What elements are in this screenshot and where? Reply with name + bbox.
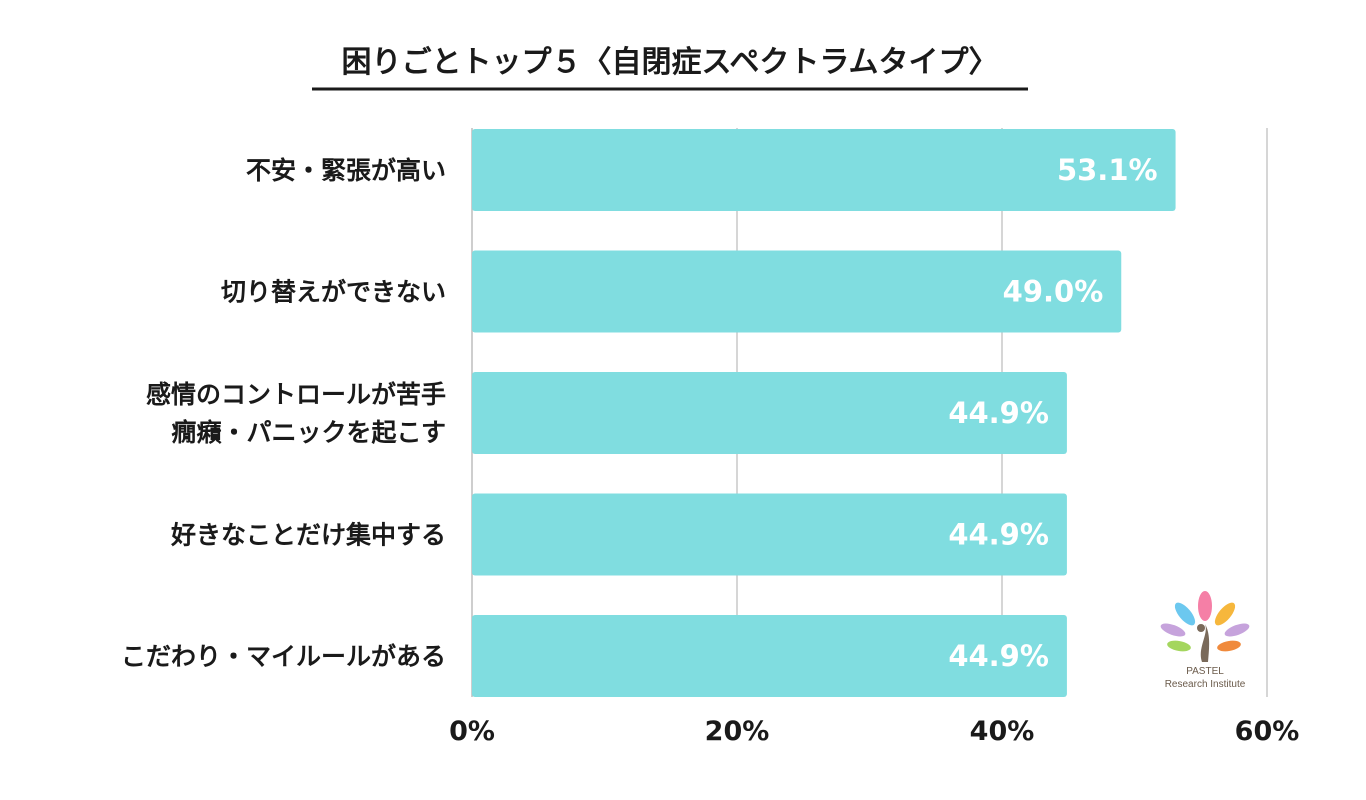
pastel-logo: PASTEL Research Institute: [1160, 591, 1250, 690]
leaf-logo-icon: [1160, 591, 1250, 662]
bar-value-label: 49.0%: [1003, 275, 1104, 309]
logo-line1: PASTEL: [1186, 666, 1224, 677]
x-tick-label: 60%: [1235, 716, 1300, 747]
category-label: 切り替えができない: [221, 278, 446, 307]
bar-value-label: 44.9%: [948, 639, 1049, 673]
bar: [472, 129, 1176, 211]
bar-value-label: 44.9%: [948, 518, 1049, 552]
category-label: こだわり・マイルールがある: [121, 642, 446, 671]
category-label: 感情のコントロールが苦手: [146, 380, 446, 409]
category-label: 好きなことだけ集中する: [170, 521, 446, 550]
x-axis-ticks: 0% 20% 40% 60%: [449, 716, 1299, 747]
category-labels: 不安・緊張が高い切り替えができない感情のコントロールが苦手癇癪・パニックを起こす…: [121, 156, 446, 671]
bar: [472, 250, 1122, 333]
bars: 53.1% 49.0% 44.9% 44.9% 44.9%: [472, 129, 1176, 697]
category-label: 癇癪・パニックを起こす: [171, 418, 446, 447]
bar-value-label: 44.9%: [948, 396, 1049, 430]
logo-line2: Research Institute: [1165, 679, 1246, 690]
category-label: 不安・緊張が高い: [246, 156, 446, 185]
chart-title: 困りごとトップ５〈自閉症スペクトラムタイプ〉: [342, 45, 999, 80]
bar: [472, 615, 1067, 697]
x-tick-label: 0%: [449, 716, 495, 747]
x-tick-label: 40%: [970, 716, 1035, 747]
bar: [472, 493, 1067, 576]
bar-value-label: 53.1%: [1057, 153, 1158, 187]
bar: [472, 372, 1067, 454]
x-tick-label: 20%: [705, 716, 770, 747]
